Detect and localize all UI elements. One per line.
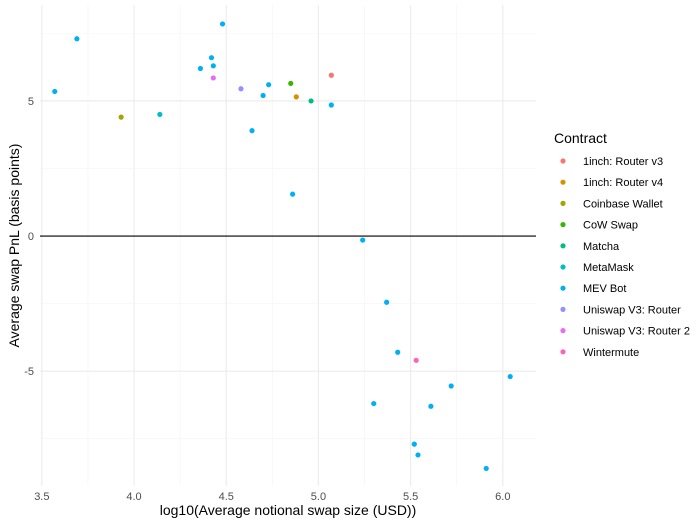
legend-label: 1inch: Router v3 (583, 156, 663, 168)
data-point (210, 75, 216, 81)
legend-key (560, 264, 566, 270)
legend-items: 1inch: Router v3 1inch: Router v4 Coinbase… (560, 156, 690, 359)
legend-label: Uniswap V3: Router (583, 304, 681, 316)
x-tick-label: 3.5 (34, 491, 49, 503)
legend-key (560, 158, 566, 164)
data-point (208, 55, 215, 61)
legend-key (560, 243, 566, 249)
x-tick-label: 5.5 (403, 491, 418, 503)
data-point (238, 86, 244, 92)
x-tick-label: 4.0 (126, 491, 141, 503)
y-axis-ticks: -5 0 5 (24, 96, 34, 378)
data-point (210, 63, 216, 69)
data-point (290, 191, 296, 197)
data-point (118, 114, 124, 120)
legend-key (560, 306, 566, 312)
y-axis-label: Average swap PnL (basis points) (6, 144, 22, 348)
data-point (384, 299, 390, 305)
legend-key (560, 285, 566, 291)
legend-key (560, 349, 566, 355)
data-point (249, 128, 255, 134)
y-tick-label: 0 (28, 231, 34, 243)
legend-label: MetaMask (583, 262, 634, 274)
legend-label: MEV Bot (583, 283, 626, 295)
data-point (260, 92, 266, 99)
data-point (157, 111, 163, 118)
x-axis-ticks: 3.5 4.0 4.5 5.0 5.5 6.0 (34, 491, 510, 503)
legend-label: Coinbase Wallet (583, 198, 663, 210)
data-point (74, 36, 80, 42)
data-point (328, 102, 334, 108)
legend-label: Wintermute (583, 347, 639, 359)
legend-title: Contract (554, 130, 607, 146)
data-point (415, 452, 421, 458)
grid-lines (40, 5, 536, 486)
x-tick-label: 6.0 (495, 491, 510, 503)
x-tick-label: 5.0 (311, 491, 326, 503)
data-point (507, 373, 513, 380)
legend-label: 1inch: Router v4 (583, 177, 663, 189)
data-point (266, 82, 272, 88)
data-point (371, 400, 377, 407)
x-tick-label: 4.5 (219, 491, 234, 503)
data-point (197, 65, 204, 72)
data-point (448, 383, 454, 389)
data-points (52, 21, 513, 472)
data-point (293, 94, 299, 100)
data-point (483, 465, 489, 472)
legend-key (560, 328, 566, 334)
data-point (288, 80, 294, 86)
data-point (413, 357, 419, 363)
data-point (411, 441, 417, 447)
y-tick-label: -5 (24, 366, 34, 378)
legend-label: CoW Swap (583, 220, 638, 232)
legend-key (560, 200, 566, 206)
legend-label: Matcha (583, 241, 620, 253)
data-point (360, 237, 366, 243)
x-axis-label: log10(Average notional swap size (USD)) (160, 502, 417, 518)
data-point (52, 88, 58, 95)
y-tick-label: 5 (28, 96, 34, 108)
data-point (219, 21, 226, 27)
legend-label: Uniswap V3: Router 2 (583, 326, 690, 338)
data-point (395, 349, 401, 355)
legend-key (560, 222, 566, 228)
data-point (428, 403, 434, 409)
data-point (308, 98, 314, 104)
data-point (328, 72, 334, 78)
legend-key (560, 179, 566, 185)
